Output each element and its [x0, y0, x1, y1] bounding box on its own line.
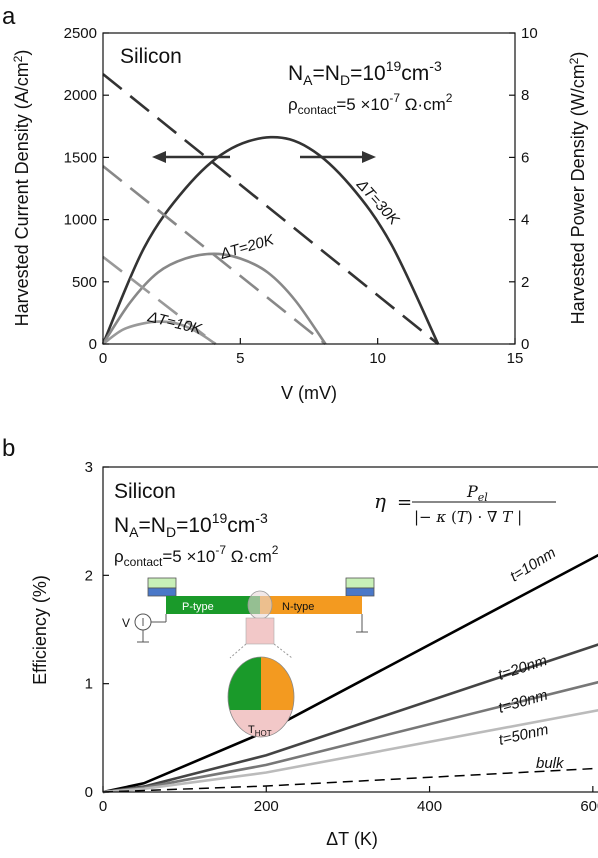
panel-a-x-tick-label: 0	[99, 350, 107, 367]
panel-a-series-2-power	[101, 252, 327, 345]
panel-a-y-tick-label-right: 8	[521, 87, 529, 104]
panel-a: a 0 5 10 15 0 500 1000 1500 2000 2500 0 2 4 6 8 10 V …	[2, 3, 588, 403]
panel-b-material-label: Silicon	[114, 480, 176, 503]
panel-a-y-tick-label-left: 2000	[64, 87, 97, 104]
panel-a-series-5-current	[102, 255, 217, 346]
panel-a-y-tick-label-right: 2	[521, 274, 529, 291]
svg-text:|− κ (T) · ∇ T |: |− κ (T) · ∇ T |	[414, 508, 522, 526]
panel-a-y-tick-label-left: 1000	[64, 212, 97, 229]
left-contact-bottom	[147, 587, 177, 597]
panel-a-series-3-current	[102, 165, 327, 346]
panel-a-ylabel-right: Harvested Power Density (W/cm2)	[567, 52, 588, 325]
panel-a-x-tick-label: 10	[369, 350, 386, 367]
panel-b-y-tick-label: 0	[85, 784, 93, 801]
panel-b-frame	[102, 466, 598, 793]
panel-b-xlabel: ΔT (K)	[326, 829, 378, 849]
panel-b-y-tick-label: 2	[85, 567, 93, 584]
panel-a-curves	[101, 73, 440, 346]
panel-a-material-label: Silicon	[120, 45, 182, 68]
panel-b-series-bulk	[102, 767, 598, 793]
left-contact-top	[147, 577, 177, 589]
panel-a-y-tick-label-right: 4	[521, 212, 529, 229]
curve-label-bulk: bulk	[536, 755, 565, 772]
curve-label-t20: t=20nm	[496, 652, 549, 684]
panel-b-y-tick-label: 3	[85, 459, 93, 476]
panel-a-frame	[102, 32, 516, 345]
panel-a-x-tick-label: 5	[236, 350, 244, 367]
panel-b-contact-label: ρcontact=5 ×10-7 Ω·cm2	[114, 543, 279, 569]
junction-highlight	[247, 590, 273, 620]
panel-a-series-0-power	[101, 135, 440, 345]
panel-a-y-tick-label-right: 10	[521, 25, 538, 42]
panel-a-contact-label: ρcontact=5 ×10-7 Ω·cm2	[288, 91, 453, 117]
heat-source	[245, 617, 275, 645]
panel-b-x-tick-label: 400	[417, 798, 442, 815]
panel-b-x-tick-label: 0	[99, 798, 107, 815]
efficiency-equation: η = Pel |− κ (T) · ∇ T |	[374, 482, 556, 526]
n-type-label: N-type	[282, 601, 314, 613]
panel-a-y-tick-label-left: 2500	[64, 25, 97, 42]
panel-a-doping-label: NA=ND=1019cm-3	[288, 58, 442, 88]
curve-label-t30: t=30nm	[496, 687, 549, 717]
panel-a-y-ticks-right: 0 2 4 6 8 10	[509, 25, 538, 353]
curve-label-dt20: ΔT=20K	[217, 231, 276, 263]
panel-b-letter: b	[2, 435, 15, 462]
panel-a-x-ticks: 0 5 10 15	[99, 338, 524, 367]
junction-zoom	[228, 657, 294, 737]
right-axis-arrow	[300, 151, 376, 163]
device-inset: P-type N-type THOT V	[122, 577, 375, 738]
panel-a-y-tick-label-left: 0	[89, 336, 97, 353]
right-contact-bottom	[345, 587, 375, 597]
left-axis-arrow	[152, 151, 230, 163]
panel-b-y-tick-label: 1	[85, 676, 93, 693]
panel-b-series-t-10nm	[102, 553, 598, 794]
panel-a-y-tick-label-right: 6	[521, 149, 529, 166]
panel-a-y-tick-label-left: 1500	[64, 149, 97, 166]
panel-a-letter: a	[2, 3, 16, 30]
panel-a-y-tick-label-right: 0	[521, 336, 529, 353]
panel-b-x-ticks: 0 200 400 600	[99, 786, 598, 815]
panel-b-doping-label: NA=ND=1019cm-3	[114, 510, 268, 540]
panel-a-xlabel: V (mV)	[281, 383, 337, 403]
svg-text:Pel: Pel	[466, 482, 488, 504]
p-type-region	[166, 596, 260, 614]
panel-a-x-tick-label: 15	[507, 350, 524, 367]
right-contact-top	[345, 577, 375, 589]
svg-text:=: =	[397, 492, 412, 513]
voltage-label: V	[122, 616, 130, 630]
panel-a-ylabel-left: Harvested Current Density (A/cm2)	[11, 50, 32, 327]
p-type-label: P-type	[182, 601, 214, 613]
panel-a-y-tick-label-left: 500	[72, 274, 97, 291]
panel-a-series-1-current	[102, 73, 439, 346]
svg-text:η: η	[374, 489, 386, 513]
panel-b-x-tick-label: 200	[254, 798, 279, 815]
panel-b-series-t-50nm	[102, 708, 598, 794]
n-type-region	[260, 596, 362, 614]
panel-b-ylabel: Efficiency (%)	[30, 575, 50, 685]
panel-a-y-ticks-left: 0 500 1000 1500 2000 2500	[64, 25, 109, 353]
panel-b-y-ticks: 0 1 2 3	[85, 459, 109, 801]
voltage-source: V	[122, 613, 167, 643]
panel-a-series-4-power	[102, 320, 217, 346]
panel-b-x-tick-label: 600	[580, 798, 598, 815]
